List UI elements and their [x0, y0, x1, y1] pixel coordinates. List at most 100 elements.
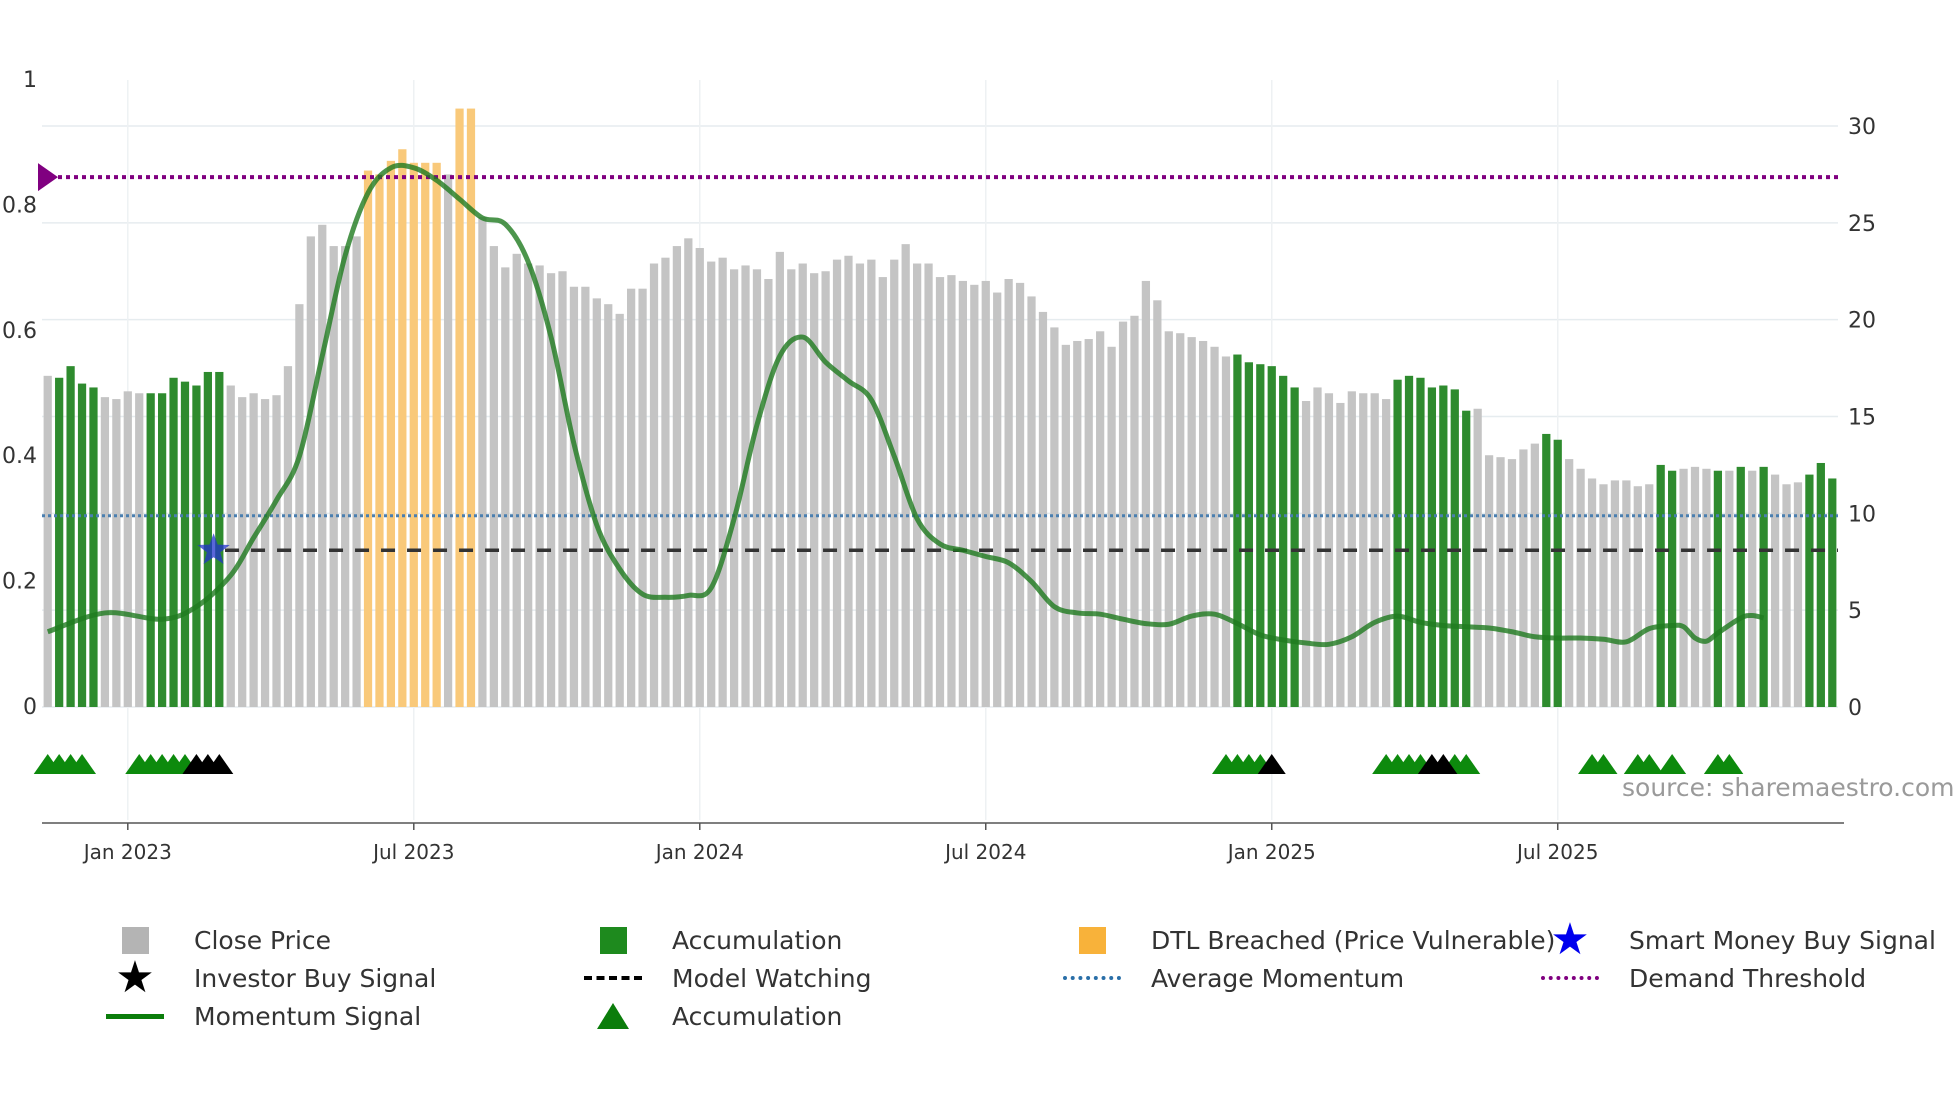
price-bar — [1565, 459, 1574, 707]
price-bar — [226, 385, 235, 707]
price-bar — [1130, 315, 1139, 707]
momentum-signal-layer — [46, 162, 1765, 648]
accumulation-triangle-icon — [1257, 754, 1286, 774]
price-bar — [1382, 399, 1391, 707]
price-bar — [855, 263, 865, 707]
price-bar — [1096, 331, 1105, 707]
price-bar — [421, 162, 430, 708]
price-bar — [238, 397, 247, 707]
y-left-tick-label: 0.6 — [2, 319, 37, 344]
price-bar — [89, 387, 98, 707]
accumulation-triangle-icon — [1452, 754, 1481, 774]
price-bar — [775, 251, 784, 707]
price-bar — [260, 399, 270, 707]
price-bar — [1782, 484, 1791, 707]
price-bar — [535, 265, 544, 707]
price-bar — [1290, 387, 1299, 707]
price-bar — [352, 236, 361, 707]
price-bar — [1622, 480, 1631, 707]
price-bar — [1542, 433, 1551, 707]
accumulation-triangles — [33, 754, 1744, 774]
price-bar — [1702, 468, 1711, 707]
price-bar — [1004, 278, 1013, 707]
price-bar — [546, 273, 556, 707]
price-bar — [375, 174, 384, 707]
price-bar — [283, 366, 293, 707]
price-bar — [1656, 464, 1665, 707]
price-bar — [569, 286, 579, 707]
price-bar — [1244, 362, 1253, 707]
price-bar — [1690, 466, 1700, 707]
price-bar — [1553, 439, 1562, 707]
accumulation-triangle-icon — [1658, 754, 1687, 774]
price-bar — [1462, 410, 1471, 707]
price-bar — [1519, 449, 1528, 707]
price-bar — [558, 271, 567, 707]
price-bar — [1473, 408, 1482, 707]
price-bar — [1725, 470, 1734, 707]
accumulation-triangle-icon — [1429, 754, 1458, 774]
price-bar — [981, 280, 990, 707]
price-bar — [764, 278, 773, 707]
price-bar — [1496, 457, 1505, 707]
price-bar — [432, 162, 441, 708]
price-bar — [1427, 387, 1437, 707]
price-bar — [501, 267, 510, 707]
price-bar — [1610, 480, 1620, 707]
momentum-signal-line — [46, 162, 1765, 648]
accumulation-triangle-icon — [205, 754, 234, 774]
price-bar — [1484, 455, 1494, 707]
x-tick-label: Jul 2024 — [943, 840, 1026, 864]
price-bar — [55, 377, 64, 707]
price-bar — [1679, 468, 1688, 707]
price-bar — [1359, 393, 1368, 707]
price-bar — [77, 383, 87, 707]
price-bar — [1050, 327, 1059, 707]
price-bar — [1404, 375, 1414, 707]
price-bar — [215, 371, 224, 707]
price-bar — [1267, 366, 1276, 707]
price-bar — [1599, 484, 1608, 707]
price-bar — [615, 313, 624, 707]
price-bar — [1187, 337, 1196, 707]
price-bar — [478, 217, 487, 708]
price-bar — [1416, 377, 1425, 707]
price-bar — [1107, 346, 1116, 707]
price-bar — [295, 304, 304, 707]
price-bar — [832, 259, 842, 707]
price-bar — [684, 238, 693, 707]
accumulation-triangle-icon — [1715, 754, 1744, 774]
price-bar — [1530, 443, 1539, 707]
price-bar — [524, 263, 533, 707]
price-bar — [1061, 344, 1070, 707]
threshold-marker-icon — [38, 163, 58, 192]
price-bar — [1313, 387, 1322, 707]
price-bar — [363, 170, 373, 707]
price-bar — [272, 395, 281, 707]
y-right-tick-label: 0 — [1848, 696, 1862, 721]
price-bar — [1233, 354, 1242, 707]
price-bar — [1450, 389, 1459, 707]
price-bar — [1759, 466, 1768, 707]
price-bar — [489, 246, 498, 707]
price-bar — [318, 224, 327, 707]
x-tick-label: Jul 2025 — [1515, 840, 1598, 864]
accumulation-triangle-icon — [68, 754, 97, 774]
y-right-tick-label: 10 — [1848, 502, 1876, 527]
price-bar — [1027, 296, 1036, 707]
price-bar — [1176, 333, 1185, 707]
price-bar — [1221, 356, 1231, 707]
price-bar — [798, 263, 807, 707]
price-bar — [729, 269, 739, 707]
price-bar — [787, 269, 796, 707]
y-right-tick-label: 25 — [1848, 212, 1876, 237]
y-right-tick-label: 5 — [1848, 599, 1862, 624]
price-bar — [1770, 474, 1780, 707]
price-bar — [1668, 470, 1677, 707]
price-bar — [1805, 474, 1814, 707]
price-bar — [604, 304, 613, 707]
price-bar — [844, 255, 853, 708]
x-tick-label: Jul 2023 — [371, 840, 454, 864]
price-bar — [1084, 339, 1093, 707]
price-bar — [329, 246, 338, 707]
